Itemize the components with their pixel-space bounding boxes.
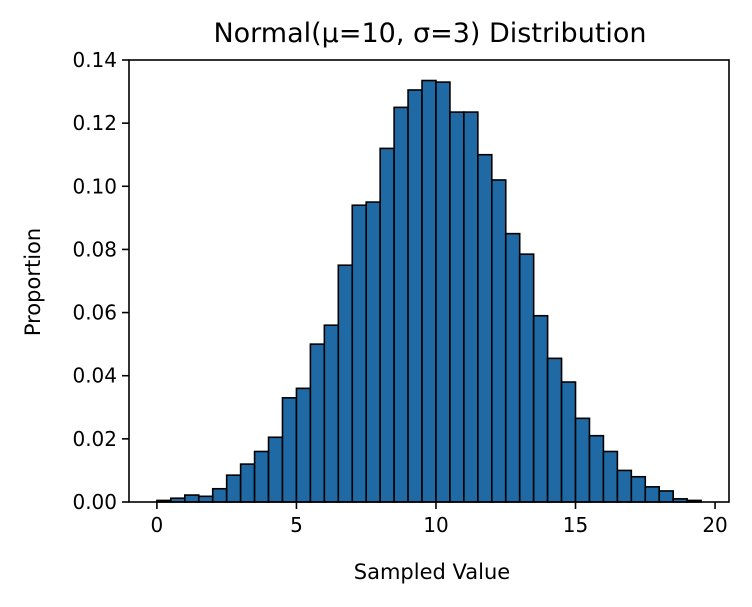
histogram-bar	[504, 232, 521, 503]
histogram-bar	[295, 387, 312, 503]
x-tick-label: 15	[563, 513, 588, 537]
histogram-bar	[630, 475, 647, 503]
histogram-bar	[337, 264, 354, 503]
histogram-bar	[309, 343, 326, 503]
histogram-bar	[197, 495, 214, 503]
histogram-bar	[532, 314, 549, 503]
histogram-bar	[658, 490, 674, 503]
y-tick-label: 0.12	[72, 111, 117, 135]
histogram-bar	[365, 201, 381, 503]
histogram-bar	[602, 450, 619, 503]
y-tick-label: 0.10	[72, 174, 117, 198]
histogram-bar	[351, 204, 368, 503]
x-axis-label: Sampled Value	[354, 560, 510, 584]
plot-frame	[128, 59, 730, 503]
histogram-bar	[211, 487, 228, 503]
y-tick-label: 0.06	[72, 301, 117, 325]
histogram-bar	[588, 434, 605, 503]
histogram-bar	[407, 89, 423, 503]
histogram-bar	[463, 111, 479, 503]
histogram-bar	[421, 79, 437, 503]
chart-title: Normal(μ=10, σ=3) Distribution	[213, 18, 646, 49]
x-tick-label: 10	[423, 513, 448, 537]
histogram-bar	[477, 153, 493, 503]
histogram-bar	[490, 179, 507, 503]
histogram-bar	[435, 81, 451, 503]
histogram-bar	[379, 147, 395, 503]
x-tick-label: 5	[290, 513, 303, 537]
y-axis-label: Proportion	[21, 228, 45, 336]
histogram-bar	[225, 474, 242, 503]
histogram-bar	[616, 469, 633, 503]
histogram-bar	[281, 397, 298, 503]
y-axis-ticks: 0.00 0.02 0.04 0.06 0.08 0.10 0.12 0.14	[72, 48, 129, 514]
histogram-bar	[323, 324, 340, 503]
histogram-bar	[644, 486, 661, 503]
y-tick-label: 0.14	[72, 48, 117, 72]
histogram-bar	[449, 111, 465, 503]
y-tick-label: 0.00	[72, 490, 117, 514]
histogram-bars	[156, 79, 702, 503]
x-axis-ticks: 0 5 10 15 20	[151, 502, 728, 537]
y-tick-label: 0.08	[72, 237, 117, 261]
histogram-bar	[560, 381, 577, 503]
histogram-bar	[574, 417, 591, 503]
x-tick-label: 0	[151, 513, 164, 537]
histogram-bar	[546, 357, 563, 503]
histogram-bar	[184, 494, 200, 503]
x-tick-label: 20	[702, 513, 727, 537]
y-tick-label: 0.02	[72, 427, 117, 451]
histogram-bar	[393, 106, 409, 503]
histogram-bar	[239, 463, 256, 503]
histogram-bar	[518, 253, 535, 503]
histogram-bar	[253, 450, 270, 503]
y-tick-label: 0.04	[72, 364, 117, 388]
histogram-bar	[267, 436, 284, 503]
